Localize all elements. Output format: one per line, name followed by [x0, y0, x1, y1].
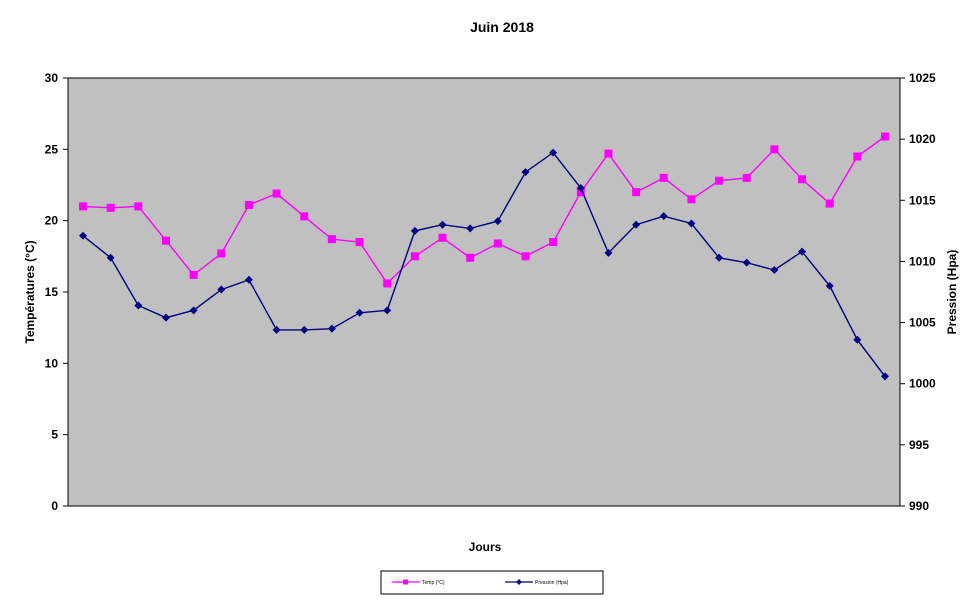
- temperature-point: [106, 203, 115, 212]
- series-line-temperature: [82, 135, 886, 285]
- temperature-point: [687, 195, 696, 204]
- right-axis-tick-label: 1000: [909, 377, 936, 391]
- pressure-point: [466, 224, 475, 233]
- temperature-point: [770, 145, 779, 154]
- temperature-point: [549, 238, 558, 247]
- pressure-point: [217, 285, 226, 294]
- temperature-point: [632, 188, 641, 197]
- temperature-point: [410, 252, 419, 261]
- pressure-point: [300, 325, 309, 334]
- temperature-point: [161, 236, 170, 245]
- legend-pressure-label: Pression (Hpa): [535, 580, 569, 586]
- series-layer: [79, 132, 889, 381]
- legend-temp-marker: [403, 579, 408, 585]
- pressure-point: [244, 275, 253, 284]
- pressure-point: [410, 226, 419, 235]
- right-axis-tick-label: 1025: [909, 71, 936, 85]
- temperature-point: [466, 253, 475, 262]
- left-axis-tick-label: 10: [45, 356, 59, 370]
- pressure-point: [493, 217, 502, 226]
- pressure-point: [742, 258, 751, 267]
- temperature-point: [300, 212, 309, 221]
- pressure-point: [715, 253, 724, 262]
- pressure-point: [687, 219, 696, 228]
- y-axis-label-left: Températures (°C): [23, 240, 37, 343]
- pressure-point: [632, 220, 641, 229]
- chart-title: Juin 2018: [470, 19, 534, 35]
- right-axis-tick-label: 1005: [909, 316, 936, 330]
- left-axis: 0 5 10 15 20 25 30: [45, 71, 68, 513]
- temperature-point: [244, 200, 253, 209]
- temperature-point: [659, 173, 668, 182]
- temperature-point: [272, 189, 281, 198]
- left-axis-tick-label: 30: [45, 71, 59, 85]
- left-axis-tick-label: 20: [45, 214, 59, 228]
- pressure-point: [106, 253, 115, 262]
- pressure-point: [604, 248, 613, 257]
- temperature-point: [493, 239, 502, 248]
- temperature-point: [798, 175, 807, 184]
- temperature-point: [521, 252, 530, 261]
- temperature-point: [134, 202, 143, 211]
- temperature-point: [438, 233, 447, 242]
- temperature-point: [853, 152, 862, 161]
- y-axis-label-right: Pression (Hpa): [945, 250, 959, 335]
- right-axis-tick-label: 995: [909, 438, 929, 452]
- pressure-point: [189, 306, 198, 315]
- pressure-point: [659, 212, 668, 221]
- temperature-point: [715, 176, 724, 185]
- plot-area: [67, 77, 901, 507]
- right-axis-tick-label: 1020: [909, 132, 936, 146]
- left-axis-tick-label: 25: [45, 142, 59, 156]
- legend: Temp (°C) Pression (Hpa): [380, 570, 604, 595]
- pressure-point: [383, 306, 392, 315]
- legend-box: [380, 570, 604, 595]
- pressure-point: [272, 325, 281, 334]
- pressure-point: [355, 308, 364, 317]
- pressure-point: [521, 168, 530, 177]
- temperature-point: [742, 173, 751, 182]
- pressure-point: [134, 301, 143, 310]
- pressure-point: [770, 265, 779, 274]
- pressure-point: [798, 247, 807, 256]
- right-axis-tick-label: 1010: [909, 254, 936, 268]
- pressure-point: [825, 281, 834, 290]
- left-axis-tick-label: 5: [51, 428, 58, 442]
- pressure-point: [881, 372, 889, 381]
- temperature-point: [383, 279, 392, 288]
- temperature-point: [189, 270, 198, 279]
- right-axis-tick-label: 990: [909, 499, 929, 513]
- left-axis-tick-label: 0: [51, 499, 58, 513]
- series-line-pressure: [82, 151, 886, 377]
- pressure-point: [549, 148, 558, 157]
- temperature-point: [576, 188, 585, 197]
- pressure-point: [576, 184, 585, 193]
- temperature-point: [355, 238, 364, 247]
- right-axis-tick-label: 1015: [909, 193, 936, 207]
- pressure-point: [853, 335, 862, 344]
- temperature-point: [217, 249, 226, 258]
- temperature-point: [327, 235, 336, 244]
- legend-pressure-marker: [516, 579, 522, 585]
- temperature-point: [604, 149, 613, 158]
- pressure-point: [161, 313, 170, 322]
- right-axis: 990 995 1000 1005 1010 1015 1020 1025: [900, 71, 936, 513]
- legend-temp-label: Temp (°C): [422, 580, 445, 586]
- temperature-point: [881, 132, 889, 141]
- pressure-point: [438, 220, 447, 229]
- temperature-point: [825, 199, 834, 208]
- pressure-point: [327, 324, 336, 333]
- left-axis-tick-label: 15: [45, 285, 59, 299]
- pressure-point: [79, 231, 87, 240]
- x-axis-label: Jours: [469, 540, 502, 554]
- temperature-point: [79, 202, 87, 211]
